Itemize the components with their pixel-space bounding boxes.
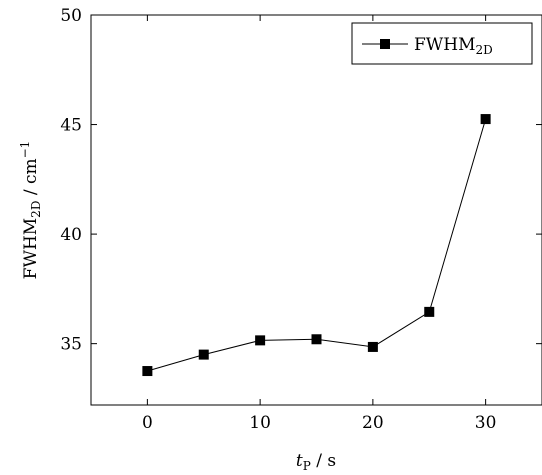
series-group xyxy=(142,114,491,377)
series-line xyxy=(147,118,487,372)
legend-marker xyxy=(380,39,390,49)
x-axis: 0 10 20 30 xyxy=(142,15,496,433)
y-tick-label: 40 xyxy=(60,225,82,245)
x-tick-label: 20 xyxy=(362,413,384,433)
data-point xyxy=(367,341,378,352)
x-tick-label: 10 xyxy=(249,413,271,433)
y-axis: 35 40 45 50 xyxy=(60,6,542,355)
legend-label: FWHM2D xyxy=(414,35,493,57)
data-point xyxy=(142,366,153,377)
x-axis-title: tP / s xyxy=(296,451,336,473)
x-tick-label: 0 xyxy=(142,413,153,433)
y-tick-label: 35 xyxy=(60,335,82,355)
data-point xyxy=(480,114,491,125)
y-tick-label: 45 xyxy=(60,116,82,136)
data-point xyxy=(424,306,435,317)
data-point xyxy=(198,349,209,360)
y-axis-title: FWHM2D / cm−1 xyxy=(18,141,43,280)
data-point xyxy=(311,334,322,345)
legend: FWHM2D xyxy=(351,22,533,65)
y-tick-label: 50 xyxy=(60,6,82,26)
data-point xyxy=(255,335,266,346)
plot-frame xyxy=(90,14,542,406)
x-tick-label: 30 xyxy=(475,413,497,433)
